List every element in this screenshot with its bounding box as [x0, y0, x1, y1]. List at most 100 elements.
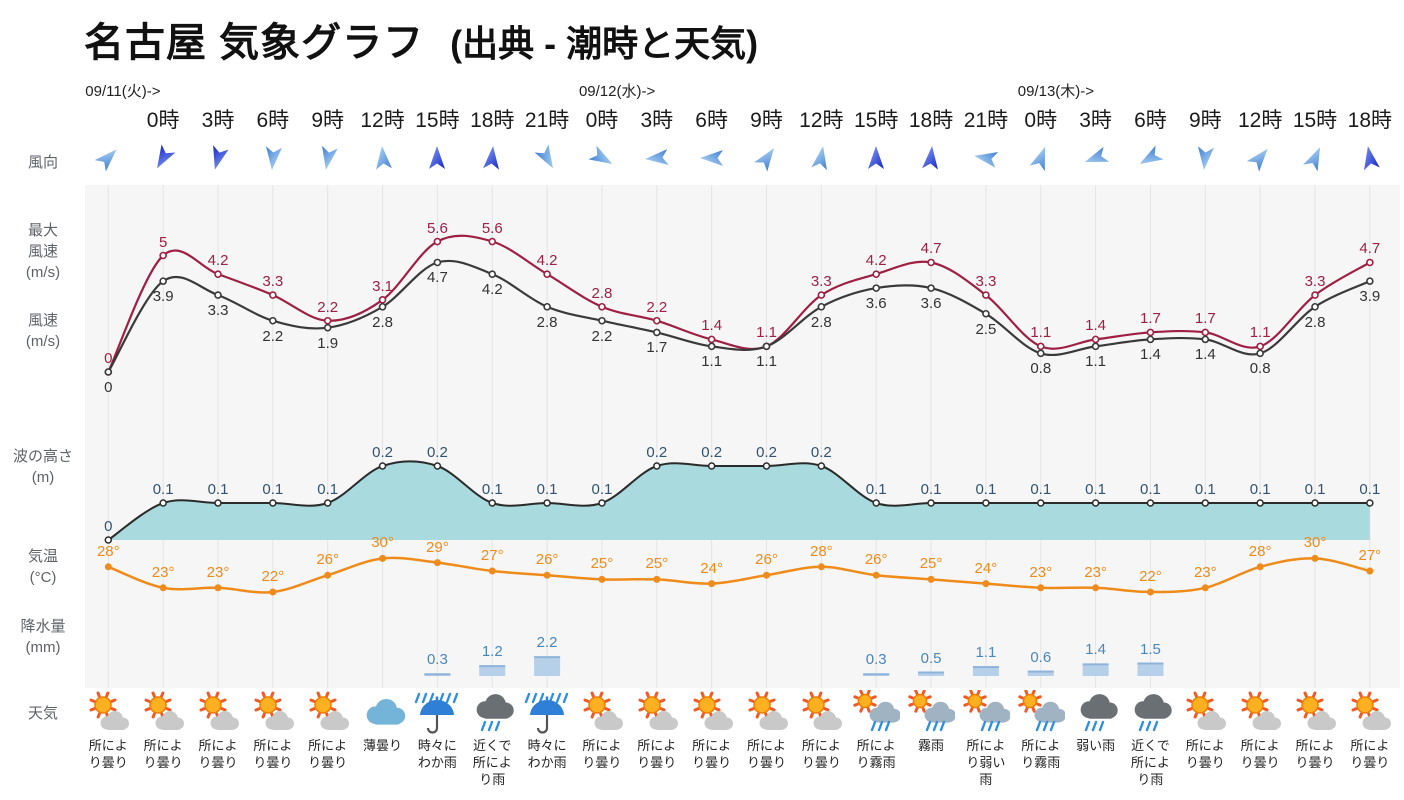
wind-direction-arrow-icon: [253, 136, 293, 180]
wind-direction-arrow-icon: [1130, 136, 1170, 180]
max-wind-value: 4.2: [207, 252, 229, 270]
weather-label: 時々にわか雨: [527, 738, 567, 770]
wind-speed-value: 2.8: [1304, 313, 1326, 331]
precipitation-value: 1.4: [1085, 641, 1107, 659]
wind-direction-arrow-icon: [911, 136, 951, 180]
wind-direction-arrow-icon: [198, 136, 238, 180]
sun-rain-icon: [962, 689, 1011, 736]
weather-label: 所により曇り: [1295, 738, 1335, 770]
sun-cloud-icon: [1181, 690, 1229, 736]
temperature-value: 25°: [919, 555, 943, 573]
weather-label: 所により曇り: [1240, 738, 1280, 770]
weather-label: 所により霧雨: [856, 738, 896, 770]
time-label: 12時: [360, 109, 405, 132]
precipitation-value: 1.2: [481, 643, 503, 661]
temperature-value: 23°: [206, 563, 230, 581]
precipitation-value: 2.2: [536, 634, 558, 652]
row-label-wind-speed: 風速 (m/s): [25, 312, 61, 350]
weather-label: 所により曇り: [746, 738, 786, 770]
page-title: 名古屋 気象グラフ (出典 - 潮時と天気): [84, 10, 758, 68]
precipitation-value: 1.1: [975, 644, 997, 662]
wind-speed-value: 1.1: [1085, 353, 1107, 371]
cloud-icon: [359, 690, 407, 736]
wind-speed-value: 1.4: [1194, 346, 1216, 364]
temperature-value: 26°: [755, 551, 778, 569]
max-wind-value: 3.3: [1304, 273, 1326, 291]
wind-speed-value: 3.6: [865, 295, 887, 313]
temperature-value: 23°: [1029, 563, 1053, 581]
wind-speed-value: 2.2: [591, 327, 613, 345]
wave-height-value: 0.1: [481, 481, 503, 498]
time-label: 6時: [256, 109, 290, 132]
row-label-temperature: 気温 (°C): [27, 548, 58, 586]
umbrella-rain-icon: [523, 690, 571, 736]
sun-cloud-icon: [633, 690, 681, 736]
wind-speed-value: 1.1: [701, 353, 723, 371]
sun-rain-icon: [852, 689, 902, 736]
max-wind-value: 1.1: [1249, 324, 1271, 342]
time-label: 6時: [695, 109, 728, 132]
wind-direction-arrow-icon: [143, 136, 183, 180]
max-wind-value: 3.3: [262, 273, 284, 291]
max-wind-value: 1.1: [756, 324, 777, 342]
weather-label: 所により曇り: [143, 738, 183, 770]
wave-height-value: 0.2: [372, 444, 393, 461]
max-wind-value: 3.3: [810, 273, 832, 291]
sun-cloud-icon: [1236, 690, 1284, 736]
weather-label: 所により曇り: [637, 738, 677, 770]
weather-label: 所により曇り: [801, 738, 841, 770]
max-wind-value: 1.4: [1085, 317, 1107, 335]
sun-rain-icon: [1017, 689, 1066, 736]
weather-label: 薄曇り: [363, 738, 403, 753]
wind-direction-arrow-icon: [88, 136, 128, 180]
max-wind-value: 4.7: [1359, 240, 1381, 258]
weather-label: 時々にわか雨: [417, 738, 457, 770]
wind-speed-value: 1.1: [756, 353, 777, 371]
max-wind-value: 4.2: [536, 252, 558, 270]
time-label: 3時: [640, 109, 674, 132]
wind-speed-value: 0: [104, 379, 113, 396]
rain-cloud-icon: [468, 690, 516, 736]
wave-height-value: 0.2: [701, 444, 723, 461]
wind-speed-value: 1.7: [646, 339, 668, 357]
time-label: 9時: [750, 109, 783, 132]
temperature-value: 30°: [1303, 534, 1327, 552]
sun-cloud-icon: [304, 690, 352, 736]
time-label: 12時: [1237, 109, 1283, 132]
precipitation-value: 0.5: [920, 649, 942, 667]
weather-label: 所により曇り: [1185, 738, 1225, 770]
max-wind-value: 3.3: [975, 273, 997, 291]
weather-label: 所により曇り: [692, 738, 732, 770]
time-label: 15時: [415, 109, 460, 132]
wind-direction-arrow-icon: [1021, 136, 1061, 180]
wind-speed-value: 2.8: [810, 313, 832, 331]
time-label: 3時: [201, 109, 235, 132]
date-marker: 09/11(火)->: [85, 83, 161, 100]
wave-height-value: 0.1: [865, 481, 887, 498]
wave-height-value: 0.1: [207, 481, 229, 498]
wind-direction-arrow-icon: [417, 136, 457, 180]
time-label: 15時: [1292, 109, 1338, 132]
wave-height-value: 0.1: [1249, 481, 1271, 498]
max-wind-value: 5.6: [426, 219, 448, 237]
title-text: 名古屋 気象グラフ: [84, 21, 425, 65]
wind-speed-value: 1.4: [1140, 346, 1161, 364]
time-label: 18時: [1347, 109, 1393, 132]
max-wind-value: 0: [104, 350, 113, 367]
wave-height-value: 0.1: [536, 481, 558, 498]
wind-speed-value: 2.5: [975, 320, 997, 338]
wind-direction-arrow-icon: [1295, 136, 1335, 180]
time-label: 6時: [1134, 109, 1167, 132]
temperature-value: 30°: [371, 534, 394, 552]
weather-label: 所により曇り: [253, 738, 293, 770]
weather-label: 弱い雨: [1076, 738, 1116, 753]
weather-label: 所により曇り: [582, 738, 622, 770]
temperature-value: 22°: [1139, 568, 1162, 585]
temperature-value: 26°: [864, 551, 888, 569]
temperature-value: 27°: [1358, 547, 1382, 564]
wind-direction-arrow-icon: [637, 136, 677, 180]
row-label-wave-height: 波の高さ (m): [12, 448, 73, 486]
temperature-value: 23°: [151, 563, 175, 581]
wave-height-value: 0.1: [1304, 481, 1326, 498]
